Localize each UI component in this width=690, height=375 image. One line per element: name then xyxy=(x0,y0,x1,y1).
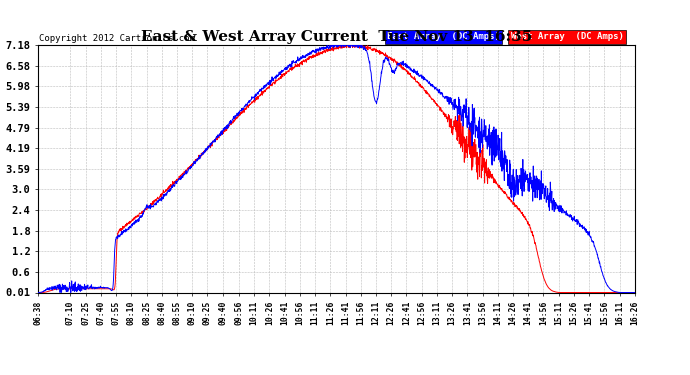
Text: East Array  (DC Amps): East Array (DC Amps) xyxy=(387,32,500,41)
Title: East & West Array Current  Tue Nov 13  16:35: East & West Array Current Tue Nov 13 16:… xyxy=(141,30,532,44)
Text: Copyright 2012 Cartronics.com: Copyright 2012 Cartronics.com xyxy=(39,33,195,42)
Text: West Array  (DC Amps): West Array (DC Amps) xyxy=(511,32,624,41)
